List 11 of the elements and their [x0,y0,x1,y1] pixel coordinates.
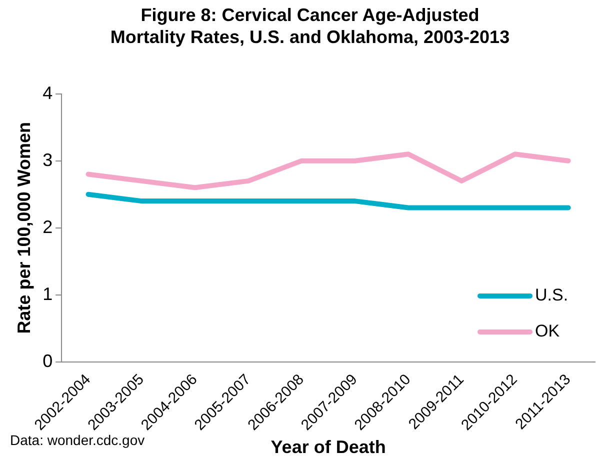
y-tick-label: 4 [42,82,53,103]
y-tick-label: 3 [42,150,53,170]
text: Data: wonder.cdc.gov [10,432,145,448]
y-tick-label: 1 [42,284,53,304]
y-tick-label: 0 [42,350,53,371]
legend-label: U.S. [535,286,568,305]
legend-label: OK [535,322,560,341]
y-axis-title: Rate per 100,000 Women [14,122,34,334]
x-axis-title: Year of Death [270,437,386,458]
chart-title: Figure 8: Cervical Cancer Age-Adjusted Mortality Rates, U.S. and Oklahoma, 2003-2013 [110,4,510,48]
y-tick-label: 2 [42,216,53,237]
